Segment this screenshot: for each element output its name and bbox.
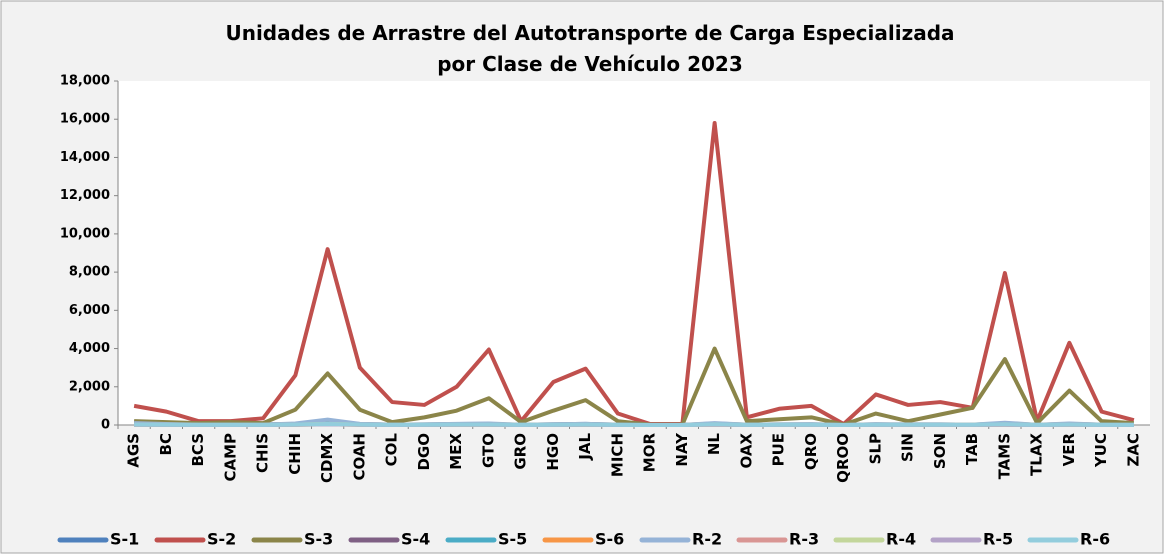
x-tick-label: NL	[705, 433, 723, 456]
x-tick-label: QRO	[802, 433, 820, 470]
series-line	[133, 121, 1135, 427]
x-tick-label: AGS	[125, 433, 143, 468]
x-tick-label: HGO	[544, 433, 562, 471]
legend-label: R-6	[1080, 530, 1110, 549]
x-tick-label: MOR	[641, 433, 659, 473]
x-tick-label: DGO	[415, 433, 433, 471]
legend-label: S-4	[401, 530, 430, 549]
x-tick-label: JAL	[576, 433, 594, 461]
legend-label: R-4	[886, 530, 916, 549]
x-tick-label: COAH	[350, 433, 368, 481]
legend-label: S-2	[207, 530, 236, 549]
chart-title: Unidades de Arrastre del Autotransporte …	[225, 21, 954, 45]
y-tick-label: 0	[101, 418, 110, 433]
legend-label: S-1	[110, 530, 139, 549]
x-tick-label: SLP	[866, 433, 884, 464]
x-tick-label: SIN	[899, 433, 917, 462]
y-tick-label: 18,000	[60, 74, 110, 89]
x-tick-label: MEX	[447, 433, 465, 470]
y-tick-label: 12,000	[60, 188, 110, 203]
y-tick-label: 6,000	[69, 303, 110, 318]
y-tick-label: 4,000	[69, 341, 110, 356]
x-tick-label: GRO	[512, 433, 530, 470]
x-tick-label: ZAC	[1124, 433, 1142, 467]
legend-label: R-5	[983, 530, 1013, 549]
x-tick-label: BCS	[189, 433, 207, 467]
x-tick-label: NAY	[673, 432, 691, 467]
x-tick-label: VER	[1060, 433, 1078, 467]
chart-title: por Clase de Vehículo 2023	[437, 52, 743, 76]
series-line	[134, 422, 1134, 427]
x-tick-label: CHIH	[286, 433, 304, 475]
y-tick-label: 2,000	[69, 379, 110, 394]
x-tick-label: SON	[931, 433, 949, 469]
legend-label: S-3	[304, 530, 333, 549]
y-tick-label: 8,000	[69, 265, 110, 280]
x-tick-label: PUE	[770, 433, 788, 466]
y-tick-label: 10,000	[60, 226, 110, 241]
x-tick-label: TAMS	[995, 433, 1013, 479]
x-tick-label: MICH	[608, 433, 626, 477]
y-tick-label: 14,000	[60, 150, 110, 165]
x-tick-label: OAX	[737, 433, 755, 469]
x-tick-label: QROO	[834, 433, 852, 483]
x-tick-label: CAMP	[221, 433, 239, 482]
legend-label: R-3	[789, 530, 819, 549]
x-tick-label: BC	[157, 433, 175, 455]
plot-area	[118, 81, 1150, 425]
x-tick-label: TAB	[963, 433, 981, 465]
x-tick-label: TLAX	[1028, 433, 1046, 476]
legend-label: S-6	[595, 530, 624, 549]
x-tick-label: GTO	[479, 433, 497, 468]
x-tick-label: COL	[383, 433, 401, 467]
x-tick-label: CHIS	[254, 433, 272, 473]
legend-label: R-2	[692, 530, 722, 549]
y-tick-label: 16,000	[60, 112, 110, 127]
x-tick-label: YUC	[1092, 433, 1110, 468]
legend-label: S-5	[498, 530, 527, 549]
x-tick-label: CDMX	[318, 433, 336, 483]
